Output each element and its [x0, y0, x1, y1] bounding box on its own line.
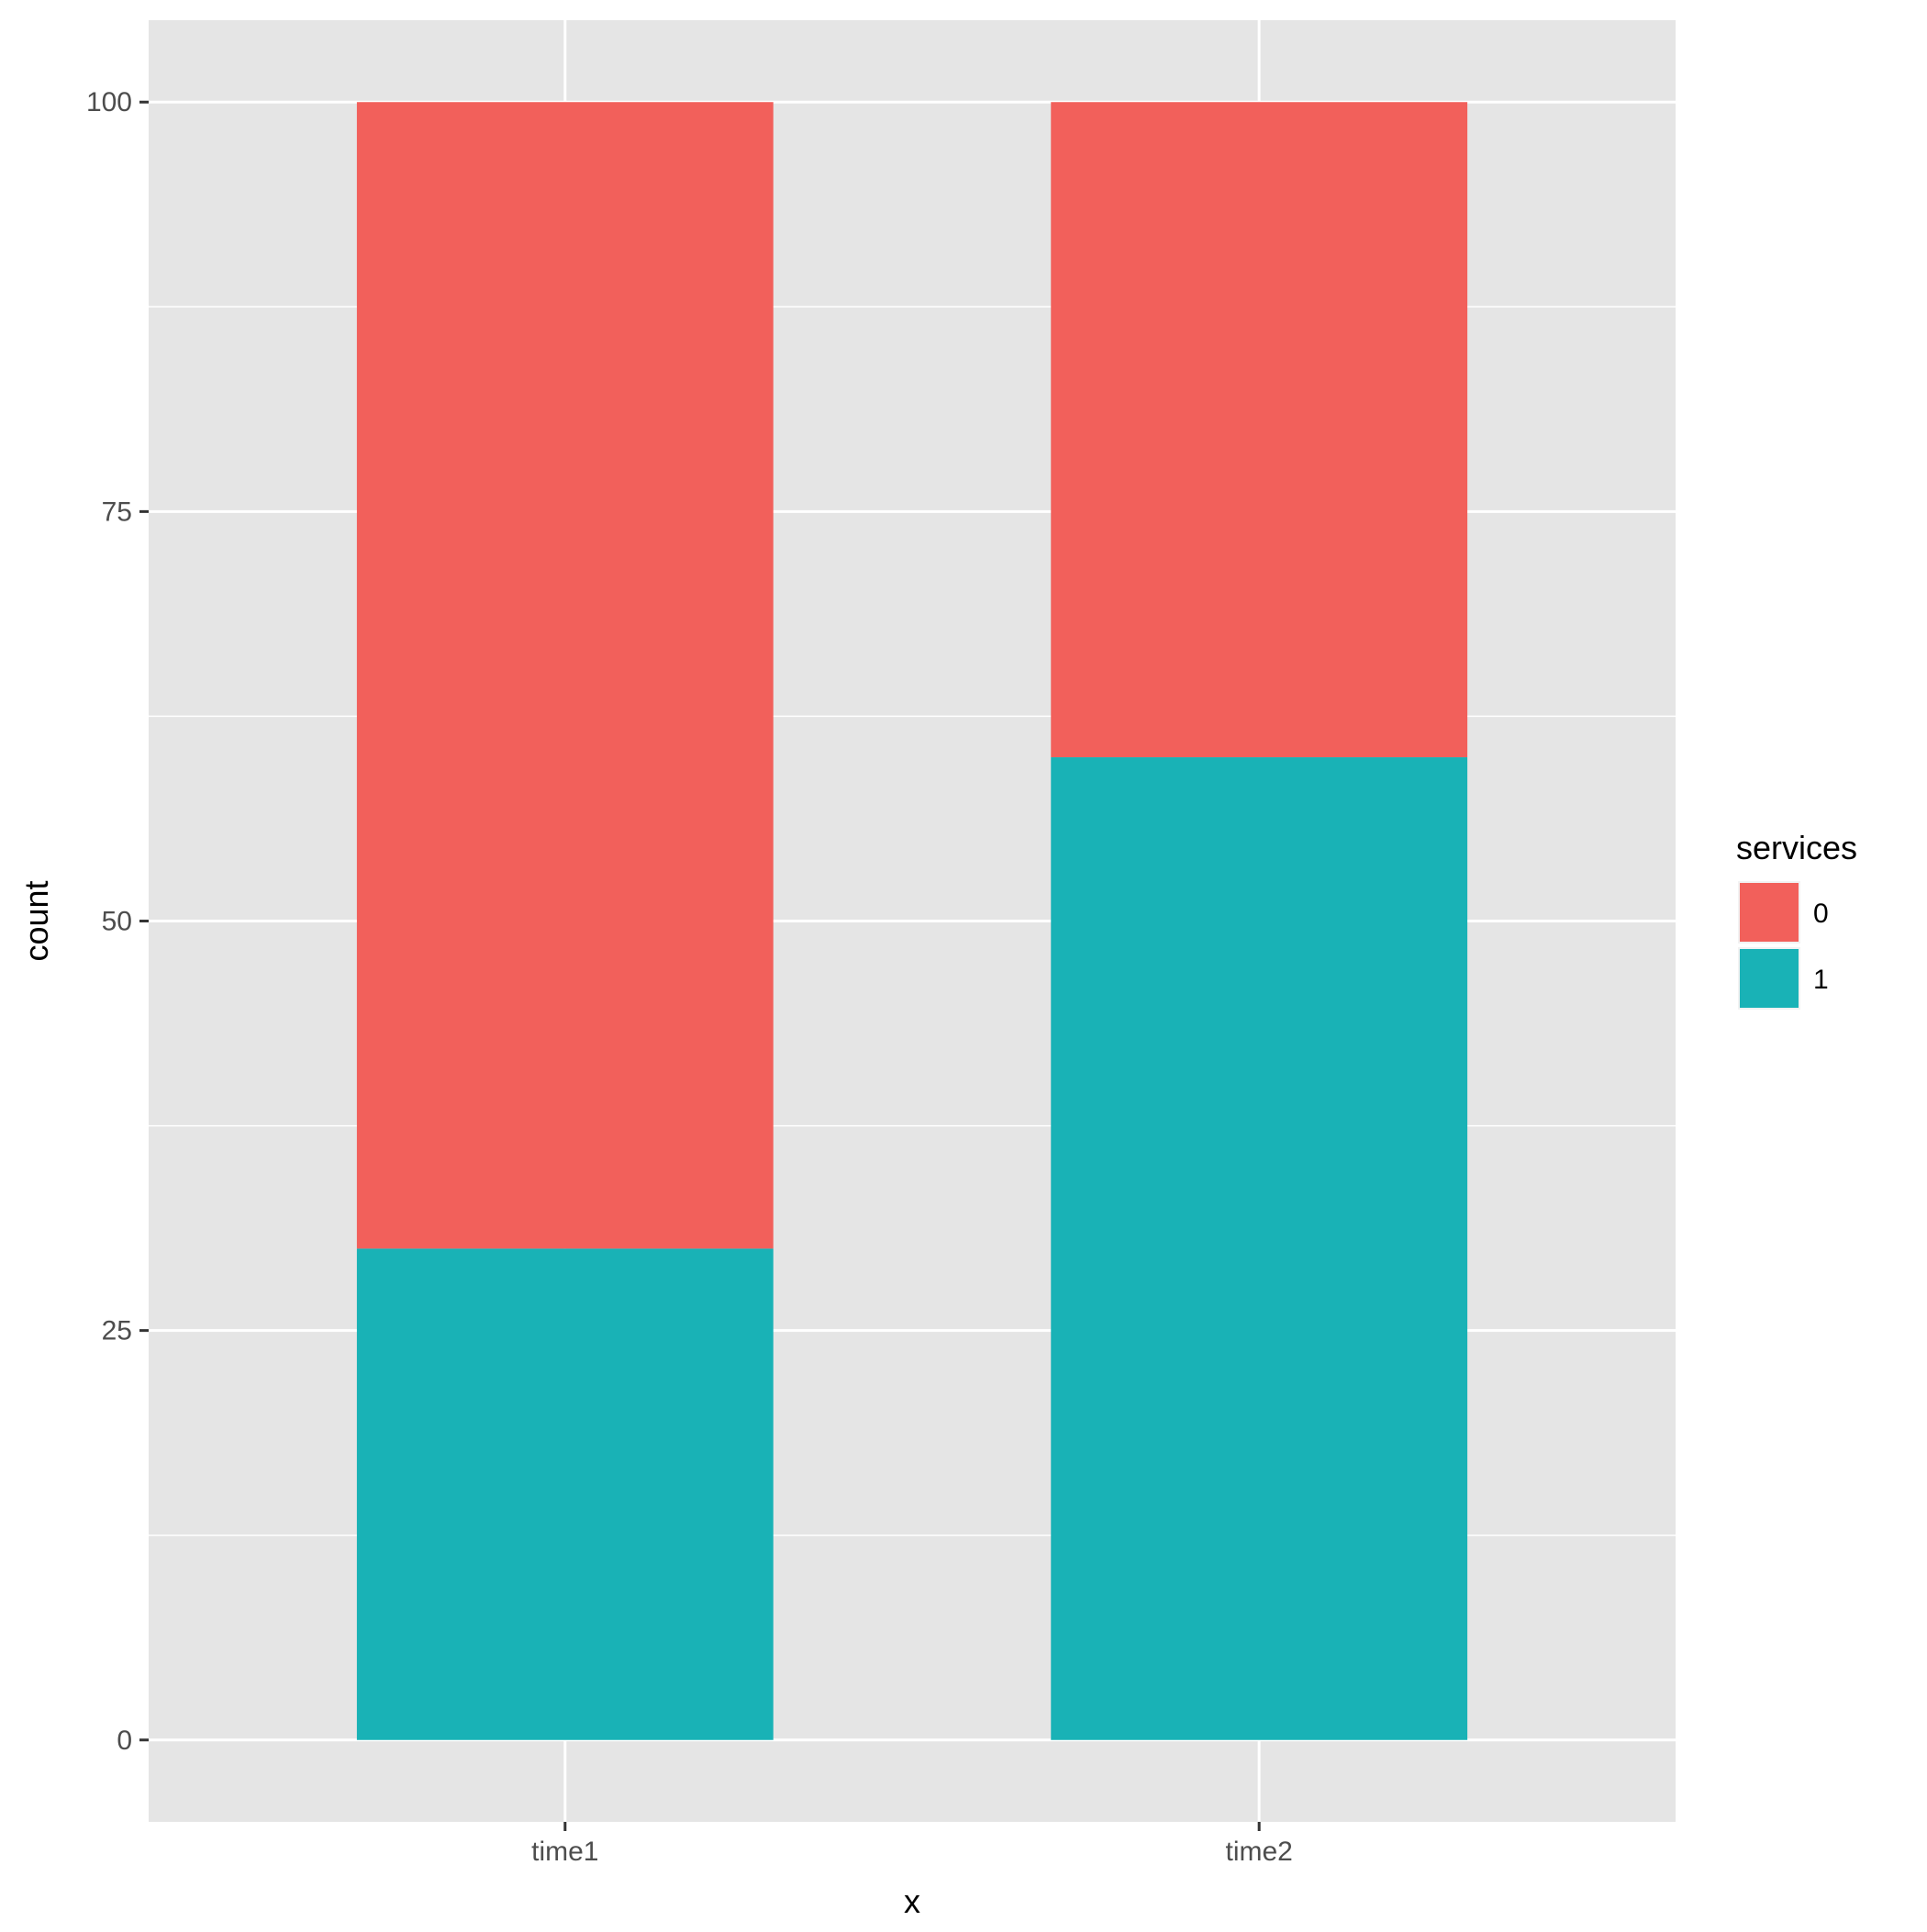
legend: services 0 1 [1736, 829, 1857, 1010]
legend-label-0: 0 [1813, 899, 1829, 929]
y-tick-label: 25 [102, 1316, 132, 1346]
y-tick-label: 50 [102, 907, 132, 937]
legend-swatch-0 [1740, 883, 1799, 942]
bar-time2-series-1 [1051, 757, 1468, 1740]
axis-layer: 0 25 50 75 100 time1 time2 [86, 87, 1293, 1867]
y-axis-title: count [17, 880, 55, 961]
bar-layer [356, 102, 1468, 1740]
y-tick-label: 75 [102, 497, 132, 527]
bar-time2-series-0 [1051, 102, 1468, 758]
x-tick-label: time1 [531, 1837, 598, 1867]
x-axis-title: x [904, 1882, 920, 1920]
legend-swatch-1 [1740, 949, 1799, 1008]
bar-time1-series-0 [356, 102, 774, 1249]
bar-time1-series-1 [356, 1248, 774, 1740]
x-tick-label: time2 [1226, 1837, 1293, 1867]
legend-title: services [1736, 829, 1857, 866]
y-tick-label: 100 [86, 87, 132, 117]
legend-label-1: 1 [1813, 965, 1829, 995]
y-tick-label: 0 [117, 1725, 132, 1756]
